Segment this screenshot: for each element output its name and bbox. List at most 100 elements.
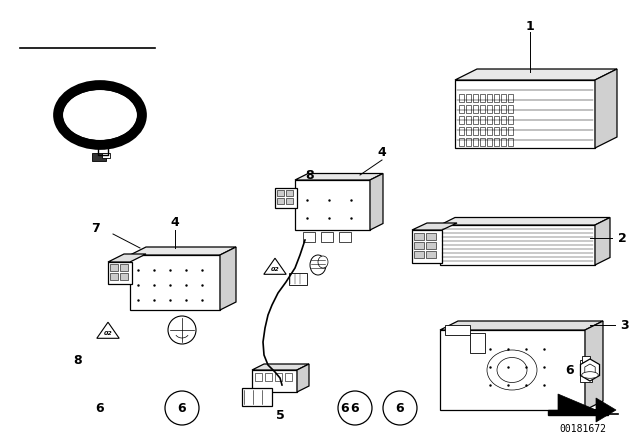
Bar	[466, 94, 471, 102]
Text: 8: 8	[306, 168, 314, 181]
Polygon shape	[595, 217, 610, 265]
Bar	[289, 273, 307, 285]
Polygon shape	[548, 410, 608, 415]
Bar	[508, 94, 513, 102]
Bar	[473, 105, 478, 113]
Polygon shape	[130, 255, 220, 310]
Bar	[466, 105, 471, 113]
Bar	[414, 242, 424, 249]
Polygon shape	[455, 69, 617, 80]
Polygon shape	[297, 364, 309, 392]
Ellipse shape	[58, 85, 142, 145]
Bar	[426, 233, 436, 240]
Bar	[494, 116, 499, 124]
Polygon shape	[440, 321, 603, 330]
Bar	[487, 116, 492, 124]
Bar	[487, 127, 492, 135]
Bar	[321, 232, 333, 242]
Bar	[459, 127, 464, 135]
Bar	[501, 138, 506, 146]
Polygon shape	[295, 180, 370, 230]
Polygon shape	[440, 217, 610, 225]
Bar	[412, 230, 442, 263]
Bar	[303, 232, 315, 242]
Bar	[501, 94, 506, 102]
Polygon shape	[585, 364, 595, 376]
Bar	[480, 94, 485, 102]
Text: 2: 2	[618, 232, 627, 245]
Ellipse shape	[582, 372, 598, 378]
Polygon shape	[455, 80, 595, 148]
Bar	[255, 373, 262, 381]
Bar	[339, 232, 351, 242]
Bar	[466, 127, 471, 135]
Text: 6: 6	[178, 401, 186, 414]
Bar	[473, 138, 478, 146]
Bar	[108, 262, 132, 284]
Text: 02: 02	[271, 267, 280, 272]
Bar	[120, 264, 128, 271]
Bar	[102, 153, 110, 158]
Polygon shape	[558, 394, 616, 422]
Circle shape	[338, 391, 372, 425]
Bar	[459, 105, 464, 113]
Bar	[466, 138, 471, 146]
Circle shape	[383, 391, 417, 425]
Bar	[480, 138, 485, 146]
Polygon shape	[220, 247, 236, 310]
Text: 5: 5	[276, 409, 284, 422]
Bar	[110, 264, 118, 271]
Polygon shape	[108, 254, 146, 262]
Bar	[473, 116, 478, 124]
Bar	[480, 105, 485, 113]
Polygon shape	[252, 364, 309, 370]
Text: 6: 6	[566, 363, 574, 376]
Bar	[414, 251, 424, 258]
Bar	[508, 116, 513, 124]
Text: 00181672: 00181672	[559, 424, 607, 434]
Bar	[242, 388, 272, 406]
Polygon shape	[595, 69, 617, 148]
Polygon shape	[264, 258, 286, 274]
Bar	[508, 138, 513, 146]
Bar	[459, 116, 464, 124]
Polygon shape	[130, 247, 236, 255]
Ellipse shape	[65, 92, 135, 138]
Bar	[494, 138, 499, 146]
Bar	[473, 127, 478, 135]
Bar	[426, 251, 436, 258]
Bar	[286, 198, 293, 204]
Bar	[426, 242, 436, 249]
Text: 3: 3	[620, 319, 628, 332]
Bar	[285, 373, 292, 381]
Text: 8: 8	[74, 353, 83, 366]
Polygon shape	[585, 321, 603, 410]
Polygon shape	[580, 359, 600, 381]
Bar	[459, 94, 464, 102]
Text: 6: 6	[396, 401, 404, 414]
Bar	[494, 127, 499, 135]
Text: 1: 1	[525, 20, 534, 33]
Polygon shape	[295, 173, 383, 180]
Ellipse shape	[62, 89, 138, 141]
Bar	[275, 188, 297, 208]
Circle shape	[165, 391, 199, 425]
Bar	[286, 190, 293, 196]
Ellipse shape	[310, 255, 326, 275]
Bar	[480, 116, 485, 124]
Bar	[275, 373, 282, 381]
Bar	[501, 116, 506, 124]
Text: 02: 02	[104, 331, 113, 336]
Bar	[494, 94, 499, 102]
Polygon shape	[97, 322, 119, 338]
Bar	[277, 190, 284, 196]
Polygon shape	[440, 225, 595, 265]
Bar	[494, 105, 499, 113]
Text: 6: 6	[351, 401, 359, 414]
Bar	[582, 356, 590, 362]
Bar	[487, 138, 492, 146]
Bar	[92, 153, 106, 161]
Polygon shape	[370, 173, 383, 230]
Text: 7: 7	[91, 221, 99, 234]
Bar	[459, 138, 464, 146]
